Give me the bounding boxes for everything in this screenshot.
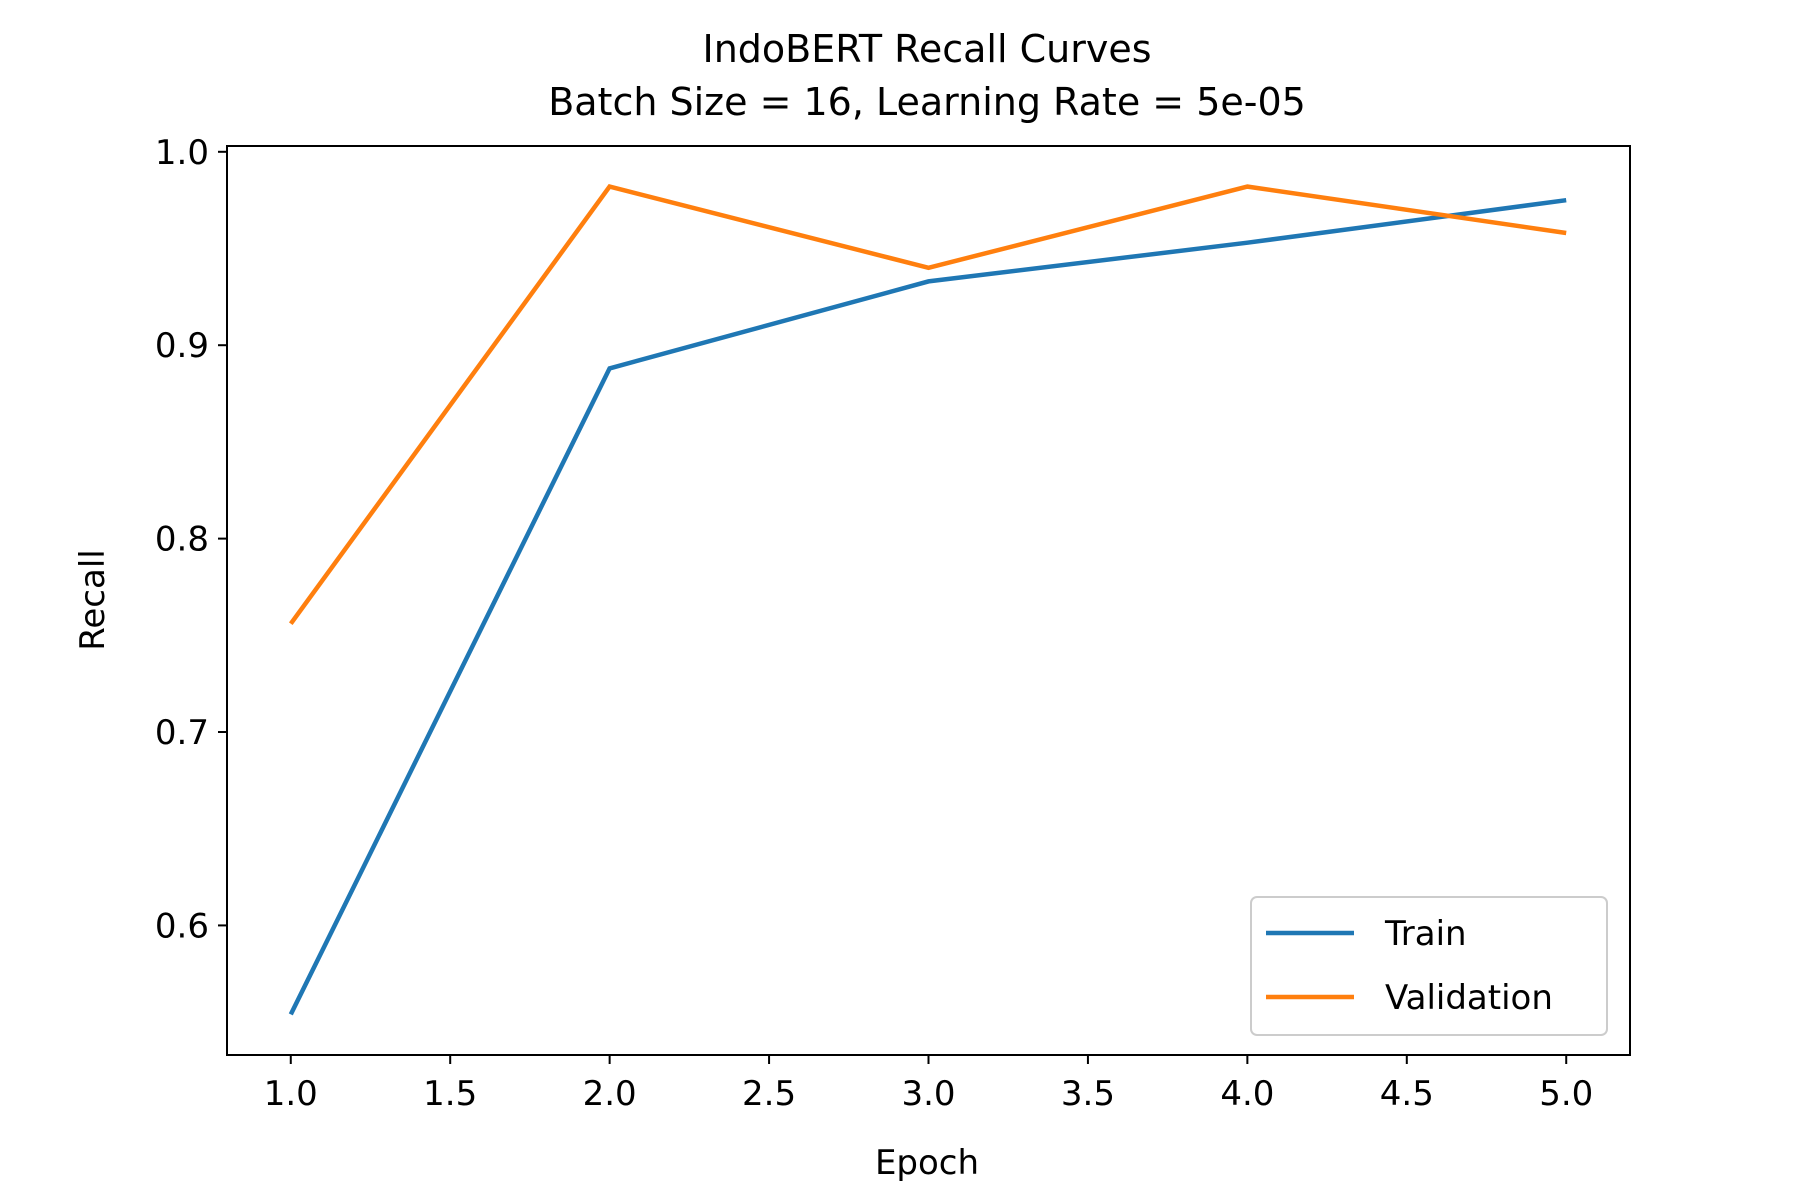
- y-axis-label: Recall: [73, 549, 113, 650]
- x-tick-label: 3.0: [901, 1074, 955, 1114]
- x-axis-label: Epoch: [875, 1143, 979, 1183]
- legend: Train Validation: [1250, 896, 1608, 1036]
- plot-area-frame: [226, 145, 1631, 1056]
- y-tick-label: 0.8: [155, 520, 209, 560]
- x-tick-label: 3.5: [1061, 1074, 1115, 1114]
- x-axis-ticks: 1.0 1.5 2.0 2.5 3.0 3.5 4.0 4.5 5.0: [264, 1055, 1593, 1114]
- y-tick-label: 0.7: [155, 713, 209, 753]
- x-tick-label: 5.0: [1539, 1074, 1593, 1114]
- series-line-validation: [288, 184, 1567, 626]
- series-lines: [288, 184, 1567, 1016]
- y-tick-label: 0.6: [155, 906, 209, 946]
- y-tick-label: 0.9: [155, 326, 209, 366]
- x-tick-label: 1.5: [423, 1074, 477, 1114]
- y-tick-label: 1.0: [155, 133, 209, 173]
- x-tick-label: 1.0: [264, 1074, 318, 1114]
- y-axis-ticks: 0.6 0.7 0.8 0.9 1.0: [155, 133, 227, 946]
- chart-title: IndoBERT Recall Curves: [702, 27, 1151, 71]
- legend-label-validation: Validation: [1385, 978, 1553, 1018]
- chart-subtitle: Batch Size = 16, Learning Rate = 5e-05: [548, 80, 1306, 124]
- x-tick-label: 4.0: [1220, 1074, 1274, 1114]
- series-line-train: [288, 197, 1567, 1016]
- legend-label-train: Train: [1384, 914, 1467, 954]
- legend-items: Train Validation: [1266, 914, 1553, 1018]
- x-tick-label: 4.5: [1380, 1074, 1434, 1114]
- x-tick-label: 2.5: [742, 1074, 796, 1114]
- x-tick-label: 2.0: [583, 1074, 637, 1114]
